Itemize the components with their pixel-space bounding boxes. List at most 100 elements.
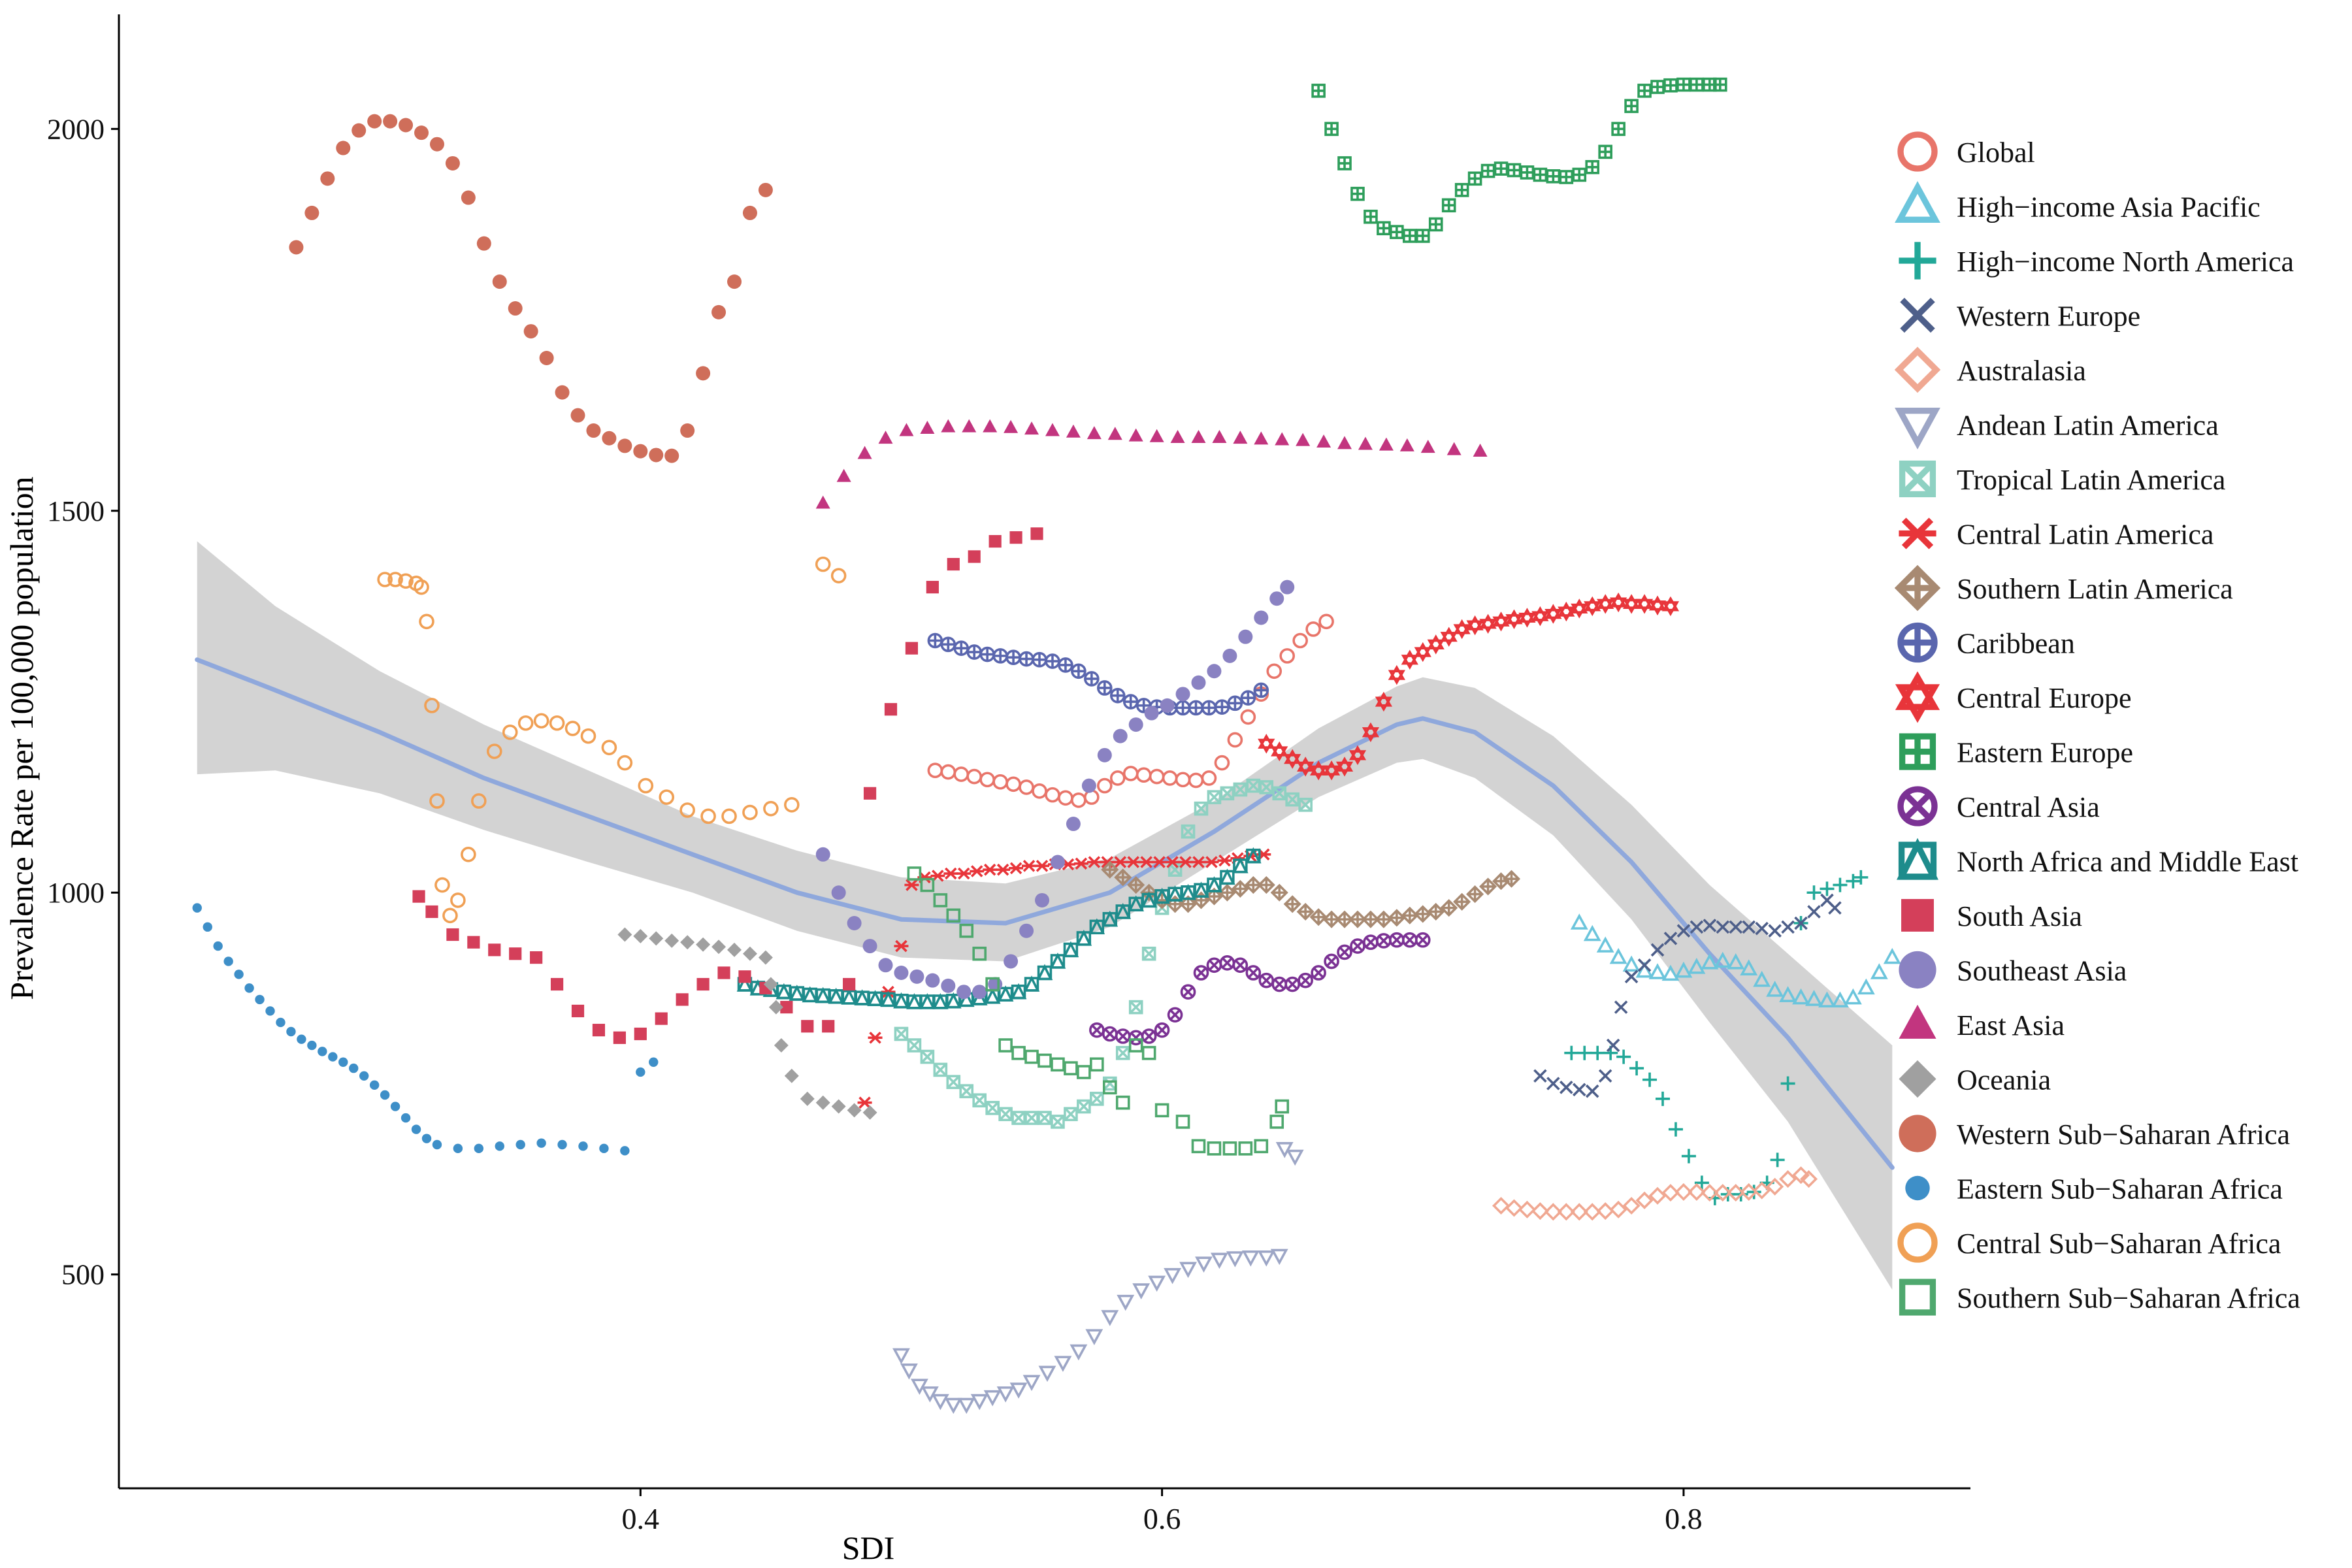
data-point [1820, 881, 1835, 896]
data-point [523, 324, 538, 339]
data-point [1141, 1045, 1156, 1060]
data-point [727, 274, 742, 289]
data-point [1714, 1184, 1732, 1202]
data-point [988, 534, 1002, 548]
data-point [445, 155, 460, 171]
data-point [1806, 885, 1821, 900]
data-point [1292, 632, 1308, 649]
data-point [1668, 1122, 1683, 1137]
data-point [1480, 163, 1495, 178]
data-point [1090, 1057, 1104, 1072]
data-point [979, 646, 995, 662]
legend-label-0: Global [1957, 137, 2035, 169]
data-point [1188, 700, 1204, 716]
legend-label-8: Southern Latin America [1957, 573, 2233, 605]
data-point [1269, 1115, 1284, 1129]
data-point [424, 698, 440, 713]
data-point [1258, 734, 1275, 754]
data-point [992, 648, 1008, 664]
data-point [1883, 947, 1901, 964]
data-point [1097, 747, 1112, 762]
data-point [617, 438, 632, 453]
data-point [1642, 1072, 1658, 1087]
data-point [1655, 1091, 1670, 1106]
data-point [1661, 1184, 1680, 1202]
data-point [1148, 1275, 1166, 1292]
data-point [768, 1000, 783, 1015]
data-point [1128, 1000, 1143, 1015]
legend-key-1 [1895, 181, 1940, 223]
data-point [1781, 920, 1795, 934]
data-point [1348, 745, 1367, 766]
data-point [854, 989, 870, 1005]
data-point [742, 205, 757, 220]
data-point [1831, 991, 1849, 1008]
data-point [1616, 1049, 1631, 1064]
data-point [776, 983, 792, 1000]
data-point [1318, 613, 1334, 630]
data-point [801, 1020, 814, 1033]
data-point [1005, 776, 1021, 792]
data-point [1446, 442, 1462, 455]
legend-label-1: High−income Asia Pacific [1957, 191, 2261, 223]
data-point [1364, 209, 1378, 224]
data-point [1311, 84, 1326, 98]
data-point [983, 419, 998, 433]
data-point [1375, 691, 1393, 712]
data-point [1609, 947, 1627, 964]
data-point [956, 985, 972, 1000]
y-tick-label: 1500 [47, 495, 105, 527]
data-point [1064, 1107, 1078, 1122]
legend: Global High−income Asia Pacific High−incom… [1894, 131, 2300, 1316]
data-point [863, 787, 877, 800]
data-point [680, 935, 695, 950]
data-point [1701, 1184, 1719, 1202]
data-point [1097, 680, 1113, 696]
data-point [1275, 432, 1290, 446]
data-point [1232, 857, 1249, 874]
data-point [1009, 1382, 1028, 1399]
data-point [1609, 1200, 1627, 1218]
data-point [1742, 920, 1756, 934]
data-point [1188, 772, 1204, 789]
data-point [900, 1364, 918, 1380]
data-point [1828, 901, 1842, 915]
data-point [1533, 1069, 1547, 1083]
data-point [1035, 860, 1050, 872]
data-point [940, 764, 956, 780]
data-point [1036, 964, 1053, 981]
data-point [1799, 1170, 1818, 1188]
data-point [1258, 972, 1275, 988]
data-point [318, 1047, 327, 1056]
data-point [411, 1124, 421, 1134]
data-point [1403, 229, 1417, 243]
data-point [1011, 1111, 1026, 1125]
data-point [1768, 924, 1782, 938]
data-point [920, 1049, 935, 1064]
legend-label-12: Central Asia [1957, 791, 2100, 823]
data-point [1245, 847, 1262, 864]
data-point [1152, 856, 1167, 868]
data-point [1466, 615, 1484, 636]
data-point [1379, 437, 1394, 451]
data-point [1165, 856, 1180, 868]
data-point [1854, 870, 1869, 885]
data-point [1051, 1115, 1065, 1129]
data-point [1635, 961, 1654, 978]
data-point [1661, 596, 1680, 617]
data-point [1284, 749, 1301, 769]
data-point [985, 1101, 1000, 1115]
data-point [1596, 936, 1614, 953]
data-point [1844, 988, 1862, 1005]
data-point [1058, 790, 1073, 806]
data-point [763, 800, 779, 817]
data-point [213, 941, 223, 951]
data-point [1779, 986, 1797, 1002]
data-point [1107, 427, 1122, 440]
trend-line-layer [195, 657, 1895, 1170]
data-point [1114, 868, 1132, 887]
data-point [1135, 767, 1152, 783]
data-point [1071, 663, 1086, 679]
